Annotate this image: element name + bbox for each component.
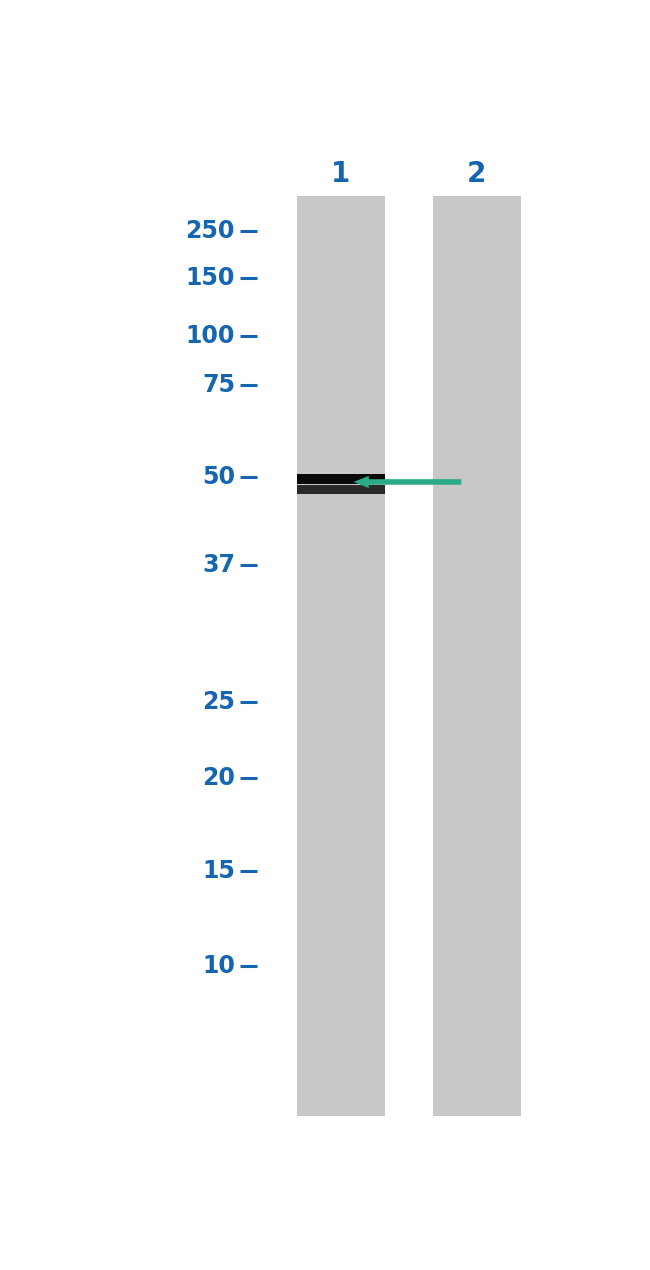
- Text: 150: 150: [185, 265, 235, 290]
- Bar: [433, 197, 521, 1115]
- Text: 37: 37: [202, 552, 235, 577]
- Text: 100: 100: [185, 324, 235, 348]
- Bar: [296, 485, 385, 494]
- Text: 75: 75: [202, 373, 235, 398]
- Text: 2: 2: [467, 160, 486, 188]
- Text: 50: 50: [202, 465, 235, 489]
- Text: 10: 10: [202, 954, 235, 978]
- Text: 25: 25: [202, 690, 235, 714]
- Bar: [296, 197, 385, 1115]
- Text: 15: 15: [202, 860, 235, 883]
- Bar: [296, 474, 385, 484]
- Text: 20: 20: [202, 766, 235, 790]
- Text: 250: 250: [185, 218, 235, 243]
- Text: 1: 1: [331, 160, 350, 188]
